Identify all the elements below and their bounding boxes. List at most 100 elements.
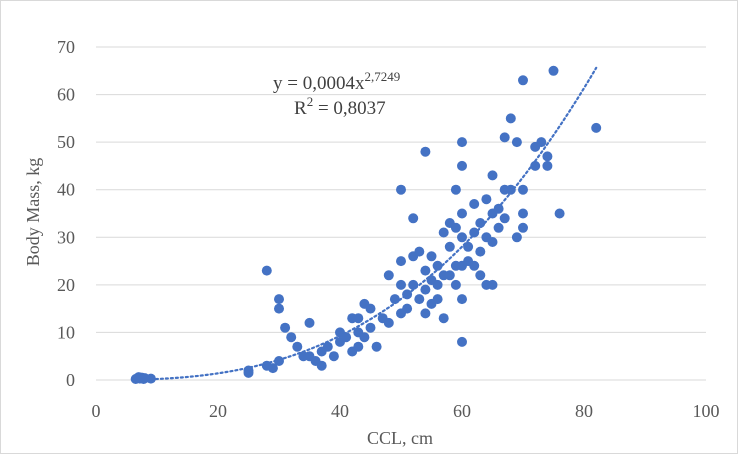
data-point-45 xyxy=(396,256,406,267)
x-tick-labels: 0 20 40 60 80 100 xyxy=(92,401,720,421)
data-point-80 xyxy=(457,294,467,305)
data-point-85 xyxy=(469,227,480,238)
data-point-67 xyxy=(438,313,449,324)
data-point-53 xyxy=(414,246,425,257)
data-point-59 xyxy=(426,251,437,262)
data-point-70 xyxy=(444,270,455,281)
data-point-98 xyxy=(493,222,504,233)
data-point-24 xyxy=(316,360,327,371)
y-tick-label-20: 20 xyxy=(57,275,75,295)
data-point-26 xyxy=(328,351,339,362)
data-point-62 xyxy=(432,260,443,271)
data-point-75 xyxy=(457,137,467,148)
data-point-46 xyxy=(396,279,406,290)
data-point-37 xyxy=(365,303,376,314)
data-point-109 xyxy=(518,222,528,233)
data-point-90 xyxy=(481,194,492,205)
data-point-44 xyxy=(396,184,406,195)
y-tick-labels: 0 10 20 30 40 50 60 70 xyxy=(57,37,75,390)
data-point-16 xyxy=(280,322,291,333)
data-point-50 xyxy=(408,213,419,224)
data-point-115 xyxy=(548,65,559,76)
y-tick-label-30: 30 xyxy=(57,227,75,247)
y-tick-label-40: 40 xyxy=(57,180,75,200)
data-point-49 xyxy=(402,303,413,314)
data-point-96 xyxy=(487,279,498,290)
data-point-39 xyxy=(371,341,382,352)
data-point-25 xyxy=(322,341,333,352)
data-point-38 xyxy=(365,322,376,333)
data-point-55 xyxy=(420,146,431,157)
data-point-65 xyxy=(438,227,449,238)
y-tick-label-10: 10 xyxy=(57,322,75,342)
data-point-43 xyxy=(389,294,400,305)
data-point-117 xyxy=(591,122,602,133)
data-point-71 xyxy=(450,184,461,195)
x-tick-label-100: 100 xyxy=(693,401,720,421)
data-point-81 xyxy=(457,336,467,347)
data-point-97 xyxy=(493,203,504,214)
data-point-102 xyxy=(505,113,516,124)
trendline-equation: y = 0,0004x2,7249 xyxy=(273,69,400,94)
data-point-89 xyxy=(475,270,486,281)
data-point-107 xyxy=(518,184,528,195)
data-point-34 xyxy=(353,313,364,324)
y-tick-label-0: 0 xyxy=(66,370,75,390)
data-point-36 xyxy=(359,332,370,343)
data-point-14 xyxy=(274,303,284,314)
data-point-108 xyxy=(518,208,528,219)
data-point-33 xyxy=(353,341,364,352)
y-axis-title: Body Mass, kg xyxy=(23,158,43,267)
data-point-110 xyxy=(530,160,541,171)
data-point-93 xyxy=(487,170,498,181)
data-point-64 xyxy=(432,294,443,305)
data-point-87 xyxy=(475,218,486,228)
y-tick-label-60: 60 xyxy=(57,85,75,105)
data-point-29 xyxy=(341,332,352,343)
r-squared-label: R2 = 0,8037 xyxy=(294,94,386,119)
x-tick-label-80: 80 xyxy=(575,401,593,421)
data-point-54 xyxy=(414,294,425,305)
data-point-52 xyxy=(408,279,419,290)
data-point-95 xyxy=(487,237,498,247)
data-point-106 xyxy=(518,75,528,86)
data-point-63 xyxy=(432,279,443,290)
data-point-17 xyxy=(286,332,297,343)
data-point-15 xyxy=(274,356,284,366)
data-point-84 xyxy=(469,199,480,209)
data-point-103 xyxy=(505,184,516,195)
data-point-104 xyxy=(511,137,522,148)
data-point-57 xyxy=(420,284,431,295)
data-point-78 xyxy=(457,232,467,243)
data-point-41 xyxy=(383,270,394,281)
trendline xyxy=(149,66,598,381)
y-tick-label-50: 50 xyxy=(57,132,75,152)
data-point-105 xyxy=(511,232,522,243)
data-point-10 xyxy=(261,265,272,276)
data-point-74 xyxy=(450,279,461,290)
data-point-86 xyxy=(469,260,480,271)
x-tick-label-20: 20 xyxy=(209,401,227,421)
data-point-7 xyxy=(145,373,156,384)
data-point-48 xyxy=(402,289,413,300)
data-point-69 xyxy=(444,241,455,252)
data-point-101 xyxy=(499,213,510,224)
data-point-18 xyxy=(292,341,303,352)
data-point-113 xyxy=(542,160,553,171)
data-point-112 xyxy=(536,137,547,148)
x-tick-label-40: 40 xyxy=(331,401,349,421)
data-point-56 xyxy=(420,265,431,276)
data-points xyxy=(130,65,602,384)
data-point-88 xyxy=(475,246,486,257)
data-point-72 xyxy=(450,222,461,233)
y-tick-label-70: 70 xyxy=(57,37,75,57)
x-tick-label-60: 60 xyxy=(453,401,471,421)
trendline-group xyxy=(149,66,598,381)
x-axis-title: CCL, cm xyxy=(367,428,433,448)
data-point-82 xyxy=(463,241,474,252)
data-point-9 xyxy=(243,365,254,376)
data-point-58 xyxy=(420,308,431,319)
data-point-42 xyxy=(383,317,394,328)
